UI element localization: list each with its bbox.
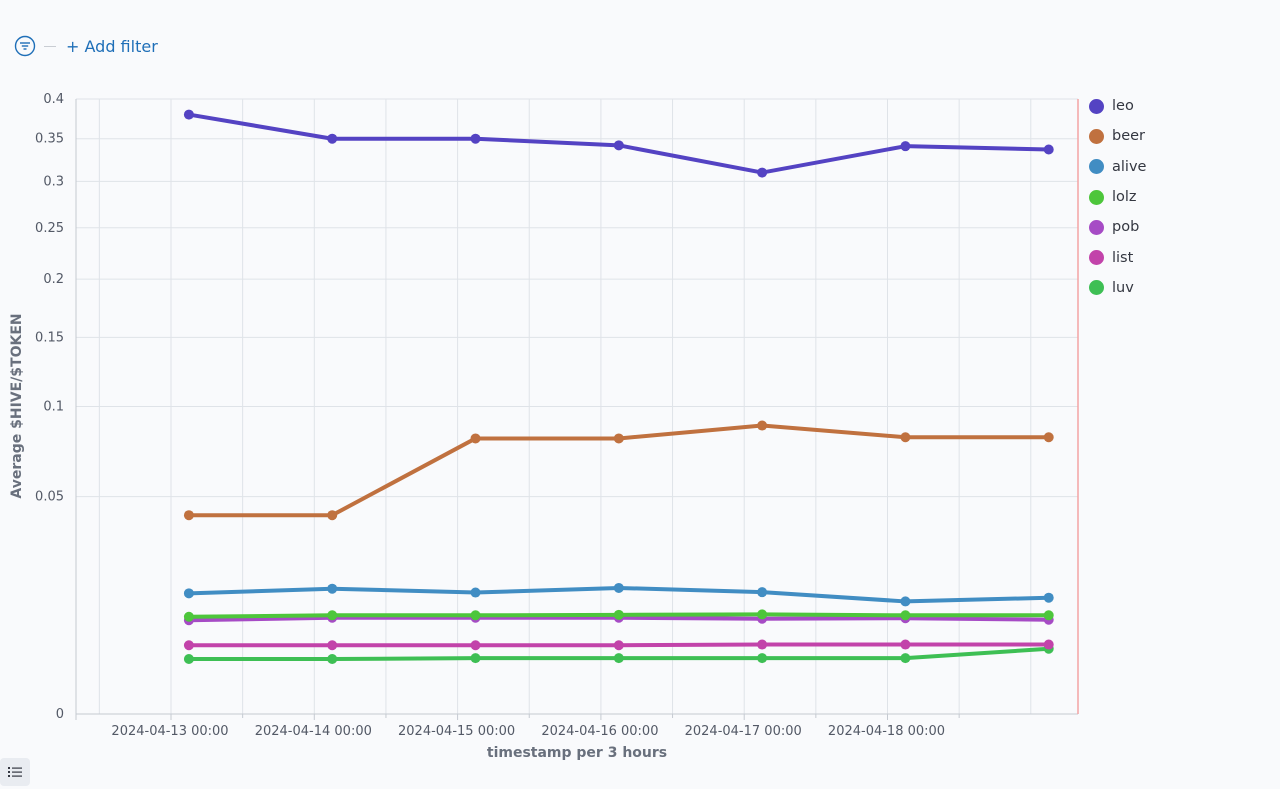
data-point-luv[interactable] — [470, 653, 481, 664]
data-point-beer[interactable] — [470, 433, 481, 444]
data-point-luv[interactable] — [327, 653, 338, 664]
legend-item-alive[interactable]: alive — [1088, 152, 1268, 182]
y-tick-label: 0.1 — [43, 400, 64, 415]
y-axis-title: Average $HIVE/$TOKEN — [9, 313, 25, 498]
data-point-list[interactable] — [470, 640, 481, 651]
data-point-leo[interactable] — [470, 133, 481, 144]
data-point-luv[interactable] — [900, 653, 911, 664]
y-tick-label: 0.15 — [35, 330, 64, 345]
data-point-alive[interactable] — [1043, 592, 1054, 603]
filter-bar: + Add filter — [14, 34, 158, 58]
filter-separator — [44, 45, 56, 47]
series-lolz — [183, 609, 1054, 622]
data-point-beer[interactable] — [613, 433, 624, 444]
data-point-leo[interactable] — [757, 167, 768, 178]
data-point-leo[interactable] — [613, 140, 624, 151]
x-tick-label: 2024-04-15 00:00 — [398, 724, 515, 739]
data-point-alive[interactable] — [900, 596, 911, 607]
series-leo — [183, 109, 1054, 178]
y-tick-label: 0.25 — [35, 221, 64, 236]
y-tick-label: 0 — [56, 707, 64, 722]
grid — [76, 98, 1078, 715]
legend-label: leo — [1112, 98, 1134, 115]
legend-swatch — [1089, 128, 1104, 144]
add-filter-button[interactable]: + Add filter — [66, 36, 158, 56]
legend-swatch — [1089, 159, 1104, 175]
data-point-lolz[interactable] — [470, 610, 481, 621]
data-point-alive[interactable] — [613, 582, 624, 593]
data-point-luv[interactable] — [757, 653, 768, 664]
y-tick-label: 0.4 — [43, 92, 64, 107]
filter-icon[interactable] — [14, 35, 36, 57]
data-point-beer[interactable] — [757, 420, 768, 431]
legend-item-leo[interactable]: leo — [1088, 91, 1268, 121]
x-tick-label: 2024-04-14 00:00 — [255, 724, 372, 739]
data-point-leo[interactable] — [900, 141, 911, 152]
data-point-beer[interactable] — [1043, 432, 1054, 443]
legend-label: list — [1112, 249, 1134, 266]
legend-swatch — [1089, 98, 1104, 114]
x-tick-label: 2024-04-13 00:00 — [111, 724, 228, 739]
legend: leo beer alive lolz pob list luv — [1088, 91, 1268, 303]
series-alive — [183, 582, 1054, 607]
x-tick-label: 2024-04-18 00:00 — [828, 724, 945, 739]
x-tick-label: 2024-04-17 00:00 — [685, 724, 802, 739]
series-list — [183, 639, 1054, 651]
data-point-alive[interactable] — [470, 587, 481, 598]
legend-swatch — [1089, 250, 1104, 266]
data-point-lolz[interactable] — [613, 609, 624, 620]
data-point-alive[interactable] — [183, 588, 194, 599]
legend-item-luv[interactable]: luv — [1088, 273, 1268, 303]
data-point-lolz[interactable] — [327, 610, 338, 621]
data-point-list[interactable] — [613, 640, 624, 651]
legend-label: beer — [1112, 128, 1146, 145]
data-point-beer[interactable] — [327, 510, 338, 521]
data-point-lolz[interactable] — [183, 611, 194, 622]
x-tick-label: 2024-04-16 00:00 — [541, 724, 658, 739]
y-tick-label: 0.05 — [35, 490, 64, 505]
legend-swatch — [1089, 189, 1104, 205]
y-tick-label: 0.3 — [43, 174, 64, 189]
data-point-alive[interactable] — [757, 587, 768, 598]
axes: Average $HIVE/$TOKEN timestamp per 3 hou… — [9, 92, 1079, 761]
data-point-lolz[interactable] — [900, 610, 911, 621]
legend-item-lolz[interactable]: lolz — [1088, 182, 1268, 212]
data-point-luv[interactable] — [183, 653, 194, 664]
data-point-lolz[interactable] — [757, 609, 768, 620]
data-point-beer[interactable] — [183, 510, 194, 521]
series-beer — [183, 420, 1054, 521]
list-icon[interactable] — [0, 758, 30, 786]
data-point-luv[interactable] — [613, 653, 624, 664]
legend-label: lolz — [1112, 189, 1137, 206]
y-tick-label: 0.35 — [35, 132, 64, 147]
x-axis-title: timestamp per 3 hours — [487, 745, 667, 761]
data-point-list[interactable] — [1043, 639, 1054, 650]
data-point-list[interactable] — [327, 640, 338, 651]
data-point-beer[interactable] — [900, 432, 911, 443]
legend-label: alive — [1112, 158, 1147, 175]
legend-item-beer[interactable]: beer — [1088, 121, 1268, 151]
data-point-lolz[interactable] — [1043, 610, 1054, 621]
legend-label: pob — [1112, 219, 1140, 236]
data-point-list[interactable] — [183, 640, 194, 651]
y-tick-label: 0.2 — [43, 272, 64, 287]
legend-swatch — [1089, 219, 1104, 235]
series — [183, 109, 1054, 664]
series-luv — [183, 643, 1054, 664]
data-point-alive[interactable] — [327, 583, 338, 594]
data-point-leo[interactable] — [1043, 144, 1054, 155]
data-point-list[interactable] — [757, 639, 768, 650]
legend-swatch — [1089, 280, 1104, 296]
legend-item-list[interactable]: list — [1088, 242, 1268, 272]
data-point-leo[interactable] — [183, 109, 194, 120]
data-point-leo[interactable] — [327, 133, 338, 144]
legend-item-pob[interactable]: pob — [1088, 212, 1268, 242]
data-point-list[interactable] — [900, 639, 911, 650]
legend-label: luv — [1112, 279, 1134, 296]
